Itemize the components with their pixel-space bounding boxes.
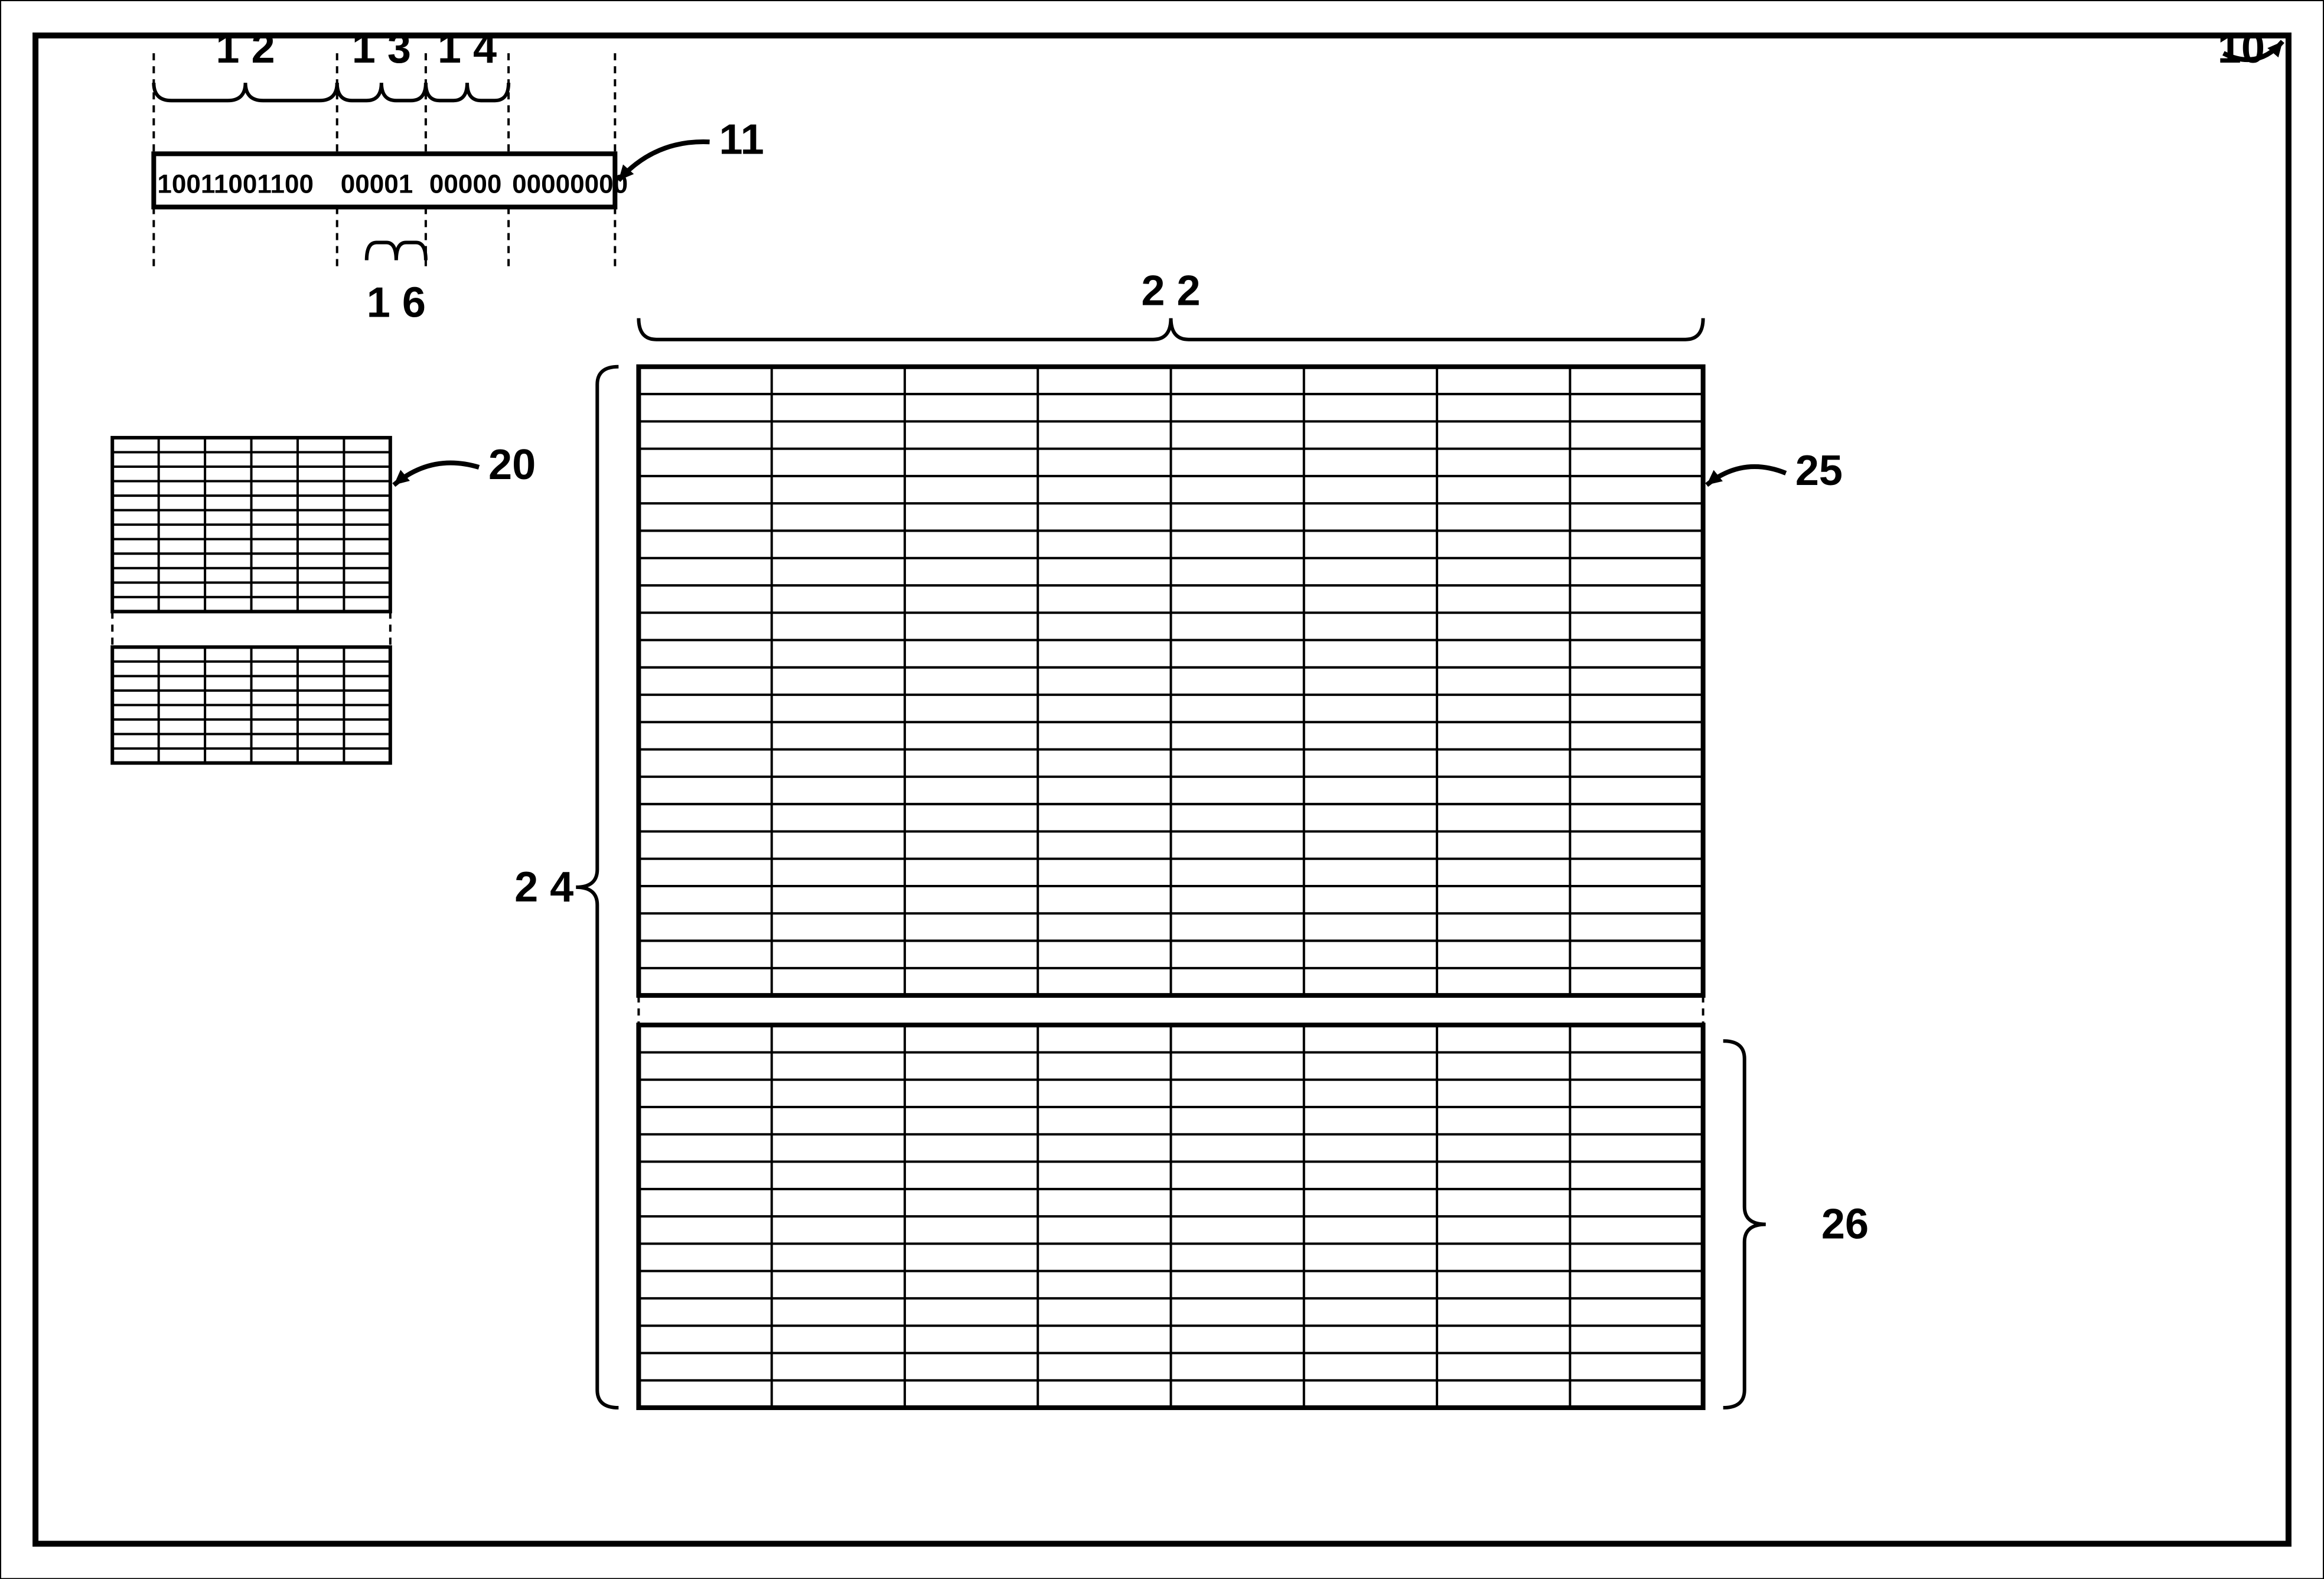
svg-text:1 3: 1 3 bbox=[352, 25, 411, 72]
svg-text:20: 20 bbox=[488, 441, 536, 489]
svg-text:10: 10 bbox=[2218, 25, 2265, 72]
svg-text:2 2: 2 2 bbox=[1141, 268, 1200, 315]
svg-text:1 6: 1 6 bbox=[367, 279, 426, 327]
patent-diagram: 100110011000000100000000000001 21 31 41 … bbox=[0, 0, 2324, 1579]
svg-text:25: 25 bbox=[1795, 447, 1843, 494]
svg-text:2 4: 2 4 bbox=[514, 864, 573, 911]
svg-text:00001: 00001 bbox=[341, 170, 413, 198]
svg-text:00000000: 00000000 bbox=[512, 170, 628, 198]
svg-text:11: 11 bbox=[719, 116, 764, 163]
svg-text:00000: 00000 bbox=[429, 170, 501, 198]
svg-text:26: 26 bbox=[1821, 1201, 1869, 1248]
svg-text:1 2: 1 2 bbox=[216, 25, 275, 72]
svg-text:1 4: 1 4 bbox=[438, 25, 497, 72]
svg-text:10011001100: 10011001100 bbox=[157, 170, 314, 198]
